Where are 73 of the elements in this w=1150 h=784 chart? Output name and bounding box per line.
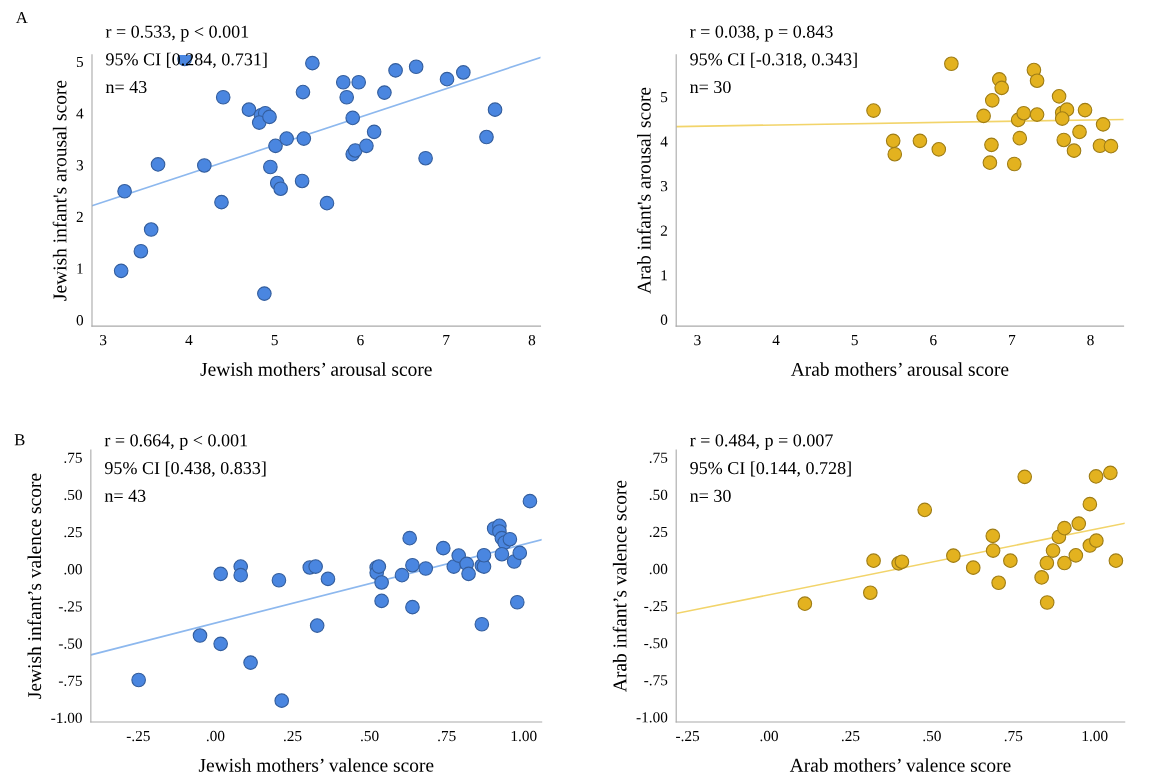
y-tick-label: -.50 <box>644 637 668 649</box>
x-tick-label: 4 <box>772 335 780 346</box>
y-axis-title: Jewish infant's arousal score <box>52 80 67 301</box>
y-tick-label: .00 <box>649 563 668 575</box>
x-tick-label: .50 <box>923 730 941 742</box>
x-tick-label: 7 <box>1009 335 1016 346</box>
y-tick-label: .50 <box>64 489 82 501</box>
y-axis-title: Jewish infant’s valence score <box>27 473 42 699</box>
x-tick-label: 3 <box>100 334 107 346</box>
y-tick-label: 4 <box>76 108 84 119</box>
annotation: n= 30 <box>690 489 731 502</box>
y-tick-label: 1 <box>77 263 83 274</box>
y-axis-title: Arab infant’s valence score <box>612 480 627 692</box>
y-tick-label: 0 <box>660 314 668 325</box>
x-tick-label: .50 <box>361 730 379 742</box>
annotation: 95% CI [-0.318, 0.343] <box>690 52 857 69</box>
y-axis-title: Arab infant's arousal score <box>636 87 651 294</box>
annotation: n= 43 <box>105 80 147 94</box>
x-axis-title: Arab mothers’ valence score <box>789 758 1011 772</box>
x-tick-label: .00 <box>760 730 778 742</box>
annotation: r = 0.664, p < 0.001 <box>104 434 248 451</box>
y-tick-label: .25 <box>64 526 82 538</box>
text: r = 0.038, p = 0.843 <box>689 25 833 42</box>
x-tick-label: 8 <box>1087 334 1094 346</box>
y-tick-label: .50 <box>649 489 668 501</box>
x-axis-title: Arab mothers’ arousal score <box>790 362 1009 376</box>
y-tick-label: .75 <box>649 452 668 463</box>
text: r = 0.533, p < 0.001 <box>105 25 249 42</box>
x-tick-label: 6 <box>930 334 937 346</box>
x-tick-label: 6 <box>357 334 364 346</box>
y-tick-label: 3 <box>660 181 668 192</box>
x-tick-label: .25 <box>283 730 302 742</box>
x-tick-label: .00 <box>206 730 225 742</box>
y-tick-label: -1.00 <box>51 712 82 724</box>
x-tick-label: 5 <box>271 335 278 346</box>
y-tick-label: 1 <box>661 270 667 281</box>
annotation: 95% CI [0.144, 0.728] <box>690 461 851 477</box>
chart-title: A <box>15 12 28 24</box>
y-tick-label: .75 <box>64 452 82 463</box>
x-tick-label: 7 <box>443 335 450 346</box>
y-tick-label: 5 <box>76 56 84 68</box>
x-tick-label: -.25 <box>126 730 150 742</box>
x-tick-label: 8 <box>528 334 536 346</box>
x-tick-label: 3 <box>694 334 701 346</box>
y-tick-label: 5 <box>661 92 668 103</box>
y-tick-label: -1.00 <box>636 712 668 723</box>
x-tick-label: 4 <box>185 335 193 346</box>
y-tick-label: 0 <box>76 315 84 326</box>
y-tick-label: 2 <box>76 211 83 222</box>
y-tick-label: 4 <box>660 136 668 147</box>
x-tick-label: .25 <box>841 730 860 742</box>
annotation: n= 30 <box>690 80 731 94</box>
x-tick-label: 1.00 <box>511 730 537 742</box>
y-tick-label: .00 <box>64 564 82 575</box>
chart-title: B <box>14 434 25 446</box>
x-axis-title: Jewish mothers’ valence score <box>198 758 434 772</box>
x-tick-label: 1.00 <box>1082 730 1108 742</box>
x-tick-label: .75 <box>438 730 456 742</box>
y-tick-label: .25 <box>649 526 668 538</box>
y-tick-label: 2 <box>660 225 668 236</box>
y-tick-label: -.75 <box>644 675 668 686</box>
x-tick-label: 5 <box>851 335 858 346</box>
y-tick-label: -.50 <box>58 638 82 649</box>
annotation: 95% CI [0.438, 0.833] <box>104 461 266 477</box>
y-tick-label: -.75 <box>58 675 82 686</box>
y-tick-label: -.25 <box>644 600 668 612</box>
annotation: r = 0.484, p = 0.007 <box>690 434 833 451</box>
annotation: n= 43 <box>104 489 146 502</box>
x-tick-label: .75 <box>1004 730 1023 742</box>
x-axis-title: Jewish mothers’ arousal score <box>200 362 432 376</box>
y-tick-label: -.25 <box>58 601 82 612</box>
y-tick-label: 3 <box>76 160 84 171</box>
x-tick-label: -.25 <box>676 730 700 742</box>
